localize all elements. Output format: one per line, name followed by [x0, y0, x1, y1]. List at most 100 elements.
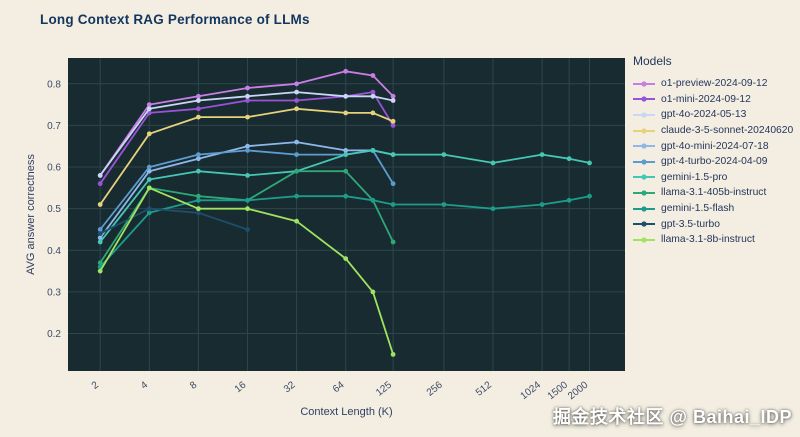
series-marker-llama-3.1-8b-instruct[interactable]: [146, 185, 152, 191]
series-line-o1-preview-2024-09-12[interactable]: [99, 70, 394, 176]
series-marker-o1-mini-2024-09-12[interactable]: [196, 106, 201, 112]
series-marker-gemini-1.5-flash[interactable]: [539, 202, 545, 207]
legend-item-o1-preview-2024-09-12[interactable]: o1-preview-2024-09-12: [633, 76, 799, 92]
series-marker-llama-3.1-8b-instruct[interactable]: [97, 268, 103, 274]
series-marker-gpt-4-turbo-2024-04-09[interactable]: [196, 152, 201, 157]
series-marker-o1-mini-2024-09-12[interactable]: [294, 98, 299, 103]
series-line-llama-3.1-8b-instruct[interactable]: [99, 187, 394, 355]
series-marker-gemini-1.5-flash[interactable]: [370, 197, 376, 203]
series-marker-claude-3-5-sonnet-20240620[interactable]: [343, 110, 349, 116]
series-marker-llama-3.1-8b-instruct[interactable]: [390, 352, 396, 357]
series-marker-llama-3.1-405b-instruct[interactable]: [196, 193, 201, 199]
series-marker-gpt-3.5-turbo[interactable]: [146, 206, 152, 212]
series-marker-llama-3.1-8b-instruct[interactable]: [343, 256, 349, 261]
series-marker-gemini-1.5-flash[interactable]: [146, 210, 152, 216]
series-marker-o1-mini-2024-09-12[interactable]: [97, 181, 103, 187]
legend-label: llama-3.1-8b-instruct: [661, 234, 755, 246]
series-marker-gpt-4o-2024-05-13[interactable]: [343, 93, 349, 99]
series-marker-gpt-3.5-turbo[interactable]: [97, 231, 103, 237]
series-marker-gemini-1.5-flash[interactable]: [587, 193, 592, 199]
series-marker-gpt-4o-2024-05-13[interactable]: [146, 106, 152, 112]
series-marker-llama-3.1-8b-instruct[interactable]: [196, 206, 201, 212]
series-marker-gemini-1.5-flash[interactable]: [490, 206, 496, 212]
series-marker-gpt-4o-mini-2024-07-18[interactable]: [245, 143, 250, 149]
series-marker-o1-preview-2024-09-12[interactable]: [370, 73, 376, 78]
series-marker-gpt-4-turbo-2024-04-09[interactable]: [97, 227, 103, 232]
series-marker-gemini-1.5-pro[interactable]: [245, 173, 250, 178]
series-marker-claude-3-5-sonnet-20240620[interactable]: [294, 106, 299, 112]
series-marker-gemini-1.5-pro[interactable]: [343, 152, 349, 157]
series-marker-gpt-3.5-turbo[interactable]: [245, 227, 250, 232]
legend-item-gpt-4-turbo-2024-04-09[interactable]: gpt-4-turbo-2024-04-09: [633, 154, 799, 170]
series-marker-llama-3.1-405b-instruct[interactable]: [294, 168, 299, 174]
series-marker-gemini-1.5-pro[interactable]: [566, 156, 572, 162]
series-marker-llama-3.1-405b-instruct[interactable]: [343, 168, 349, 174]
series-marker-claude-3-5-sonnet-20240620[interactable]: [370, 110, 376, 116]
legend-item-gemini-1.5-flash[interactable]: gemini-1.5-flash: [633, 201, 799, 217]
series-marker-o1-mini-2024-09-12[interactable]: [370, 89, 376, 95]
series-line-llama-3.1-405b-instruct[interactable]: [99, 170, 394, 264]
series-marker-gpt-4-turbo-2024-04-09[interactable]: [146, 164, 152, 170]
series-marker-gpt-4o-2024-05-13[interactable]: [196, 98, 201, 103]
series-marker-gpt-4-turbo-2024-04-09[interactable]: [245, 148, 250, 153]
series-marker-llama-3.1-405b-instruct[interactable]: [390, 239, 396, 245]
series-line-claude-3-5-sonnet-20240620[interactable]: [99, 107, 394, 206]
series-marker-o1-mini-2024-09-12[interactable]: [390, 123, 396, 128]
legend-item-llama-3.1-8b-instruct[interactable]: llama-3.1-8b-instruct: [633, 232, 799, 248]
series-marker-gpt-4o-mini-2024-07-18[interactable]: [97, 235, 103, 241]
series-marker-gpt-4o-2024-05-13[interactable]: [245, 93, 250, 99]
series-marker-o1-preview-2024-09-12[interactable]: [245, 85, 250, 91]
series-marker-gpt-4o-mini-2024-07-18[interactable]: [343, 148, 349, 153]
series-marker-gemini-1.5-flash[interactable]: [441, 202, 447, 207]
series-marker-gpt-3.5-turbo[interactable]: [196, 210, 201, 216]
series-marker-gpt-4o-mini-2024-07-18[interactable]: [196, 156, 201, 162]
series-marker-gemini-1.5-flash[interactable]: [390, 202, 396, 207]
series-marker-gemini-1.5-pro[interactable]: [490, 160, 496, 166]
series-marker-gemini-1.5-pro[interactable]: [539, 152, 545, 157]
series-marker-gpt-4o-mini-2024-07-18[interactable]: [294, 139, 299, 145]
series-marker-llama-3.1-8b-instruct[interactable]: [294, 218, 299, 224]
series-marker-gpt-4o-2024-05-13[interactable]: [370, 93, 376, 99]
series-marker-gemini-1.5-flash[interactable]: [566, 197, 572, 203]
series-marker-gemini-1.5-pro[interactable]: [587, 160, 592, 166]
legend-item-claude-3-5-sonnet-20240620[interactable]: claude-3-5-sonnet-20240620: [633, 123, 799, 139]
legend-item-gpt-3.5-turbo[interactable]: gpt-3.5-turbo: [633, 216, 799, 232]
series-marker-o1-preview-2024-09-12[interactable]: [196, 93, 201, 99]
series-marker-claude-3-5-sonnet-20240620[interactable]: [146, 131, 152, 137]
series-marker-llama-3.1-405b-instruct[interactable]: [97, 260, 103, 266]
legend-item-gpt-4o-2024-05-13[interactable]: gpt-4o-2024-05-13: [633, 107, 799, 123]
series-marker-gemini-1.5-flash[interactable]: [343, 193, 349, 199]
series-marker-llama-3.1-8b-instruct[interactable]: [370, 289, 376, 295]
series-marker-gemini-1.5-pro[interactable]: [390, 152, 396, 157]
legend-item-o1-mini-2024-09-12[interactable]: o1-mini-2024-09-12: [633, 92, 799, 108]
series-marker-o1-preview-2024-09-12[interactable]: [390, 93, 396, 99]
series-marker-gemini-1.5-flash[interactable]: [196, 197, 201, 203]
legend-item-gpt-4o-mini-2024-07-18[interactable]: gpt-4o-mini-2024-07-18: [633, 138, 799, 154]
series-marker-gpt-4o-2024-05-13[interactable]: [294, 89, 299, 95]
series-line-gpt-4o-2024-05-13[interactable]: [99, 91, 394, 176]
series-marker-gemini-1.5-flash[interactable]: [245, 197, 250, 203]
series-marker-o1-preview-2024-09-12[interactable]: [146, 102, 152, 107]
legend-item-gemini-1.5-pro[interactable]: gemini-1.5-pro: [633, 170, 799, 186]
series-marker-claude-3-5-sonnet-20240620[interactable]: [97, 202, 103, 207]
series-marker-gemini-1.5-flash[interactable]: [294, 193, 299, 199]
series-marker-claude-3-5-sonnet-20240620[interactable]: [245, 114, 250, 120]
series-marker-o1-preview-2024-09-12[interactable]: [343, 68, 349, 74]
series-marker-llama-3.1-8b-instruct[interactable]: [245, 206, 250, 212]
series-marker-gpt-4o-2024-05-13[interactable]: [390, 98, 396, 103]
series-line-o1-mini-2024-09-12[interactable]: [99, 91, 394, 185]
series-marker-o1-preview-2024-09-12[interactable]: [294, 81, 299, 87]
series-marker-claude-3-5-sonnet-20240620[interactable]: [390, 118, 396, 124]
legend-item-llama-3.1-405b-instruct[interactable]: llama-3.1-405b-instruct: [633, 185, 799, 201]
series-marker-gemini-1.5-pro[interactable]: [146, 177, 152, 182]
series-line-gpt-3.5-turbo[interactable]: [99, 207, 248, 235]
series-marker-gemini-1.5-pro[interactable]: [97, 239, 103, 245]
series-marker-gemini-1.5-pro[interactable]: [196, 168, 201, 174]
series-marker-gpt-4-turbo-2024-04-09[interactable]: [294, 152, 299, 157]
series-marker-o1-mini-2024-09-12[interactable]: [245, 98, 250, 103]
series-marker-gpt-4-turbo-2024-04-09[interactable]: [390, 181, 396, 187]
series-marker-claude-3-5-sonnet-20240620[interactable]: [196, 114, 201, 120]
series-marker-gemini-1.5-pro[interactable]: [370, 148, 376, 153]
series-marker-gemini-1.5-pro[interactable]: [441, 152, 447, 157]
series-marker-gpt-4o-2024-05-13[interactable]: [97, 173, 103, 178]
